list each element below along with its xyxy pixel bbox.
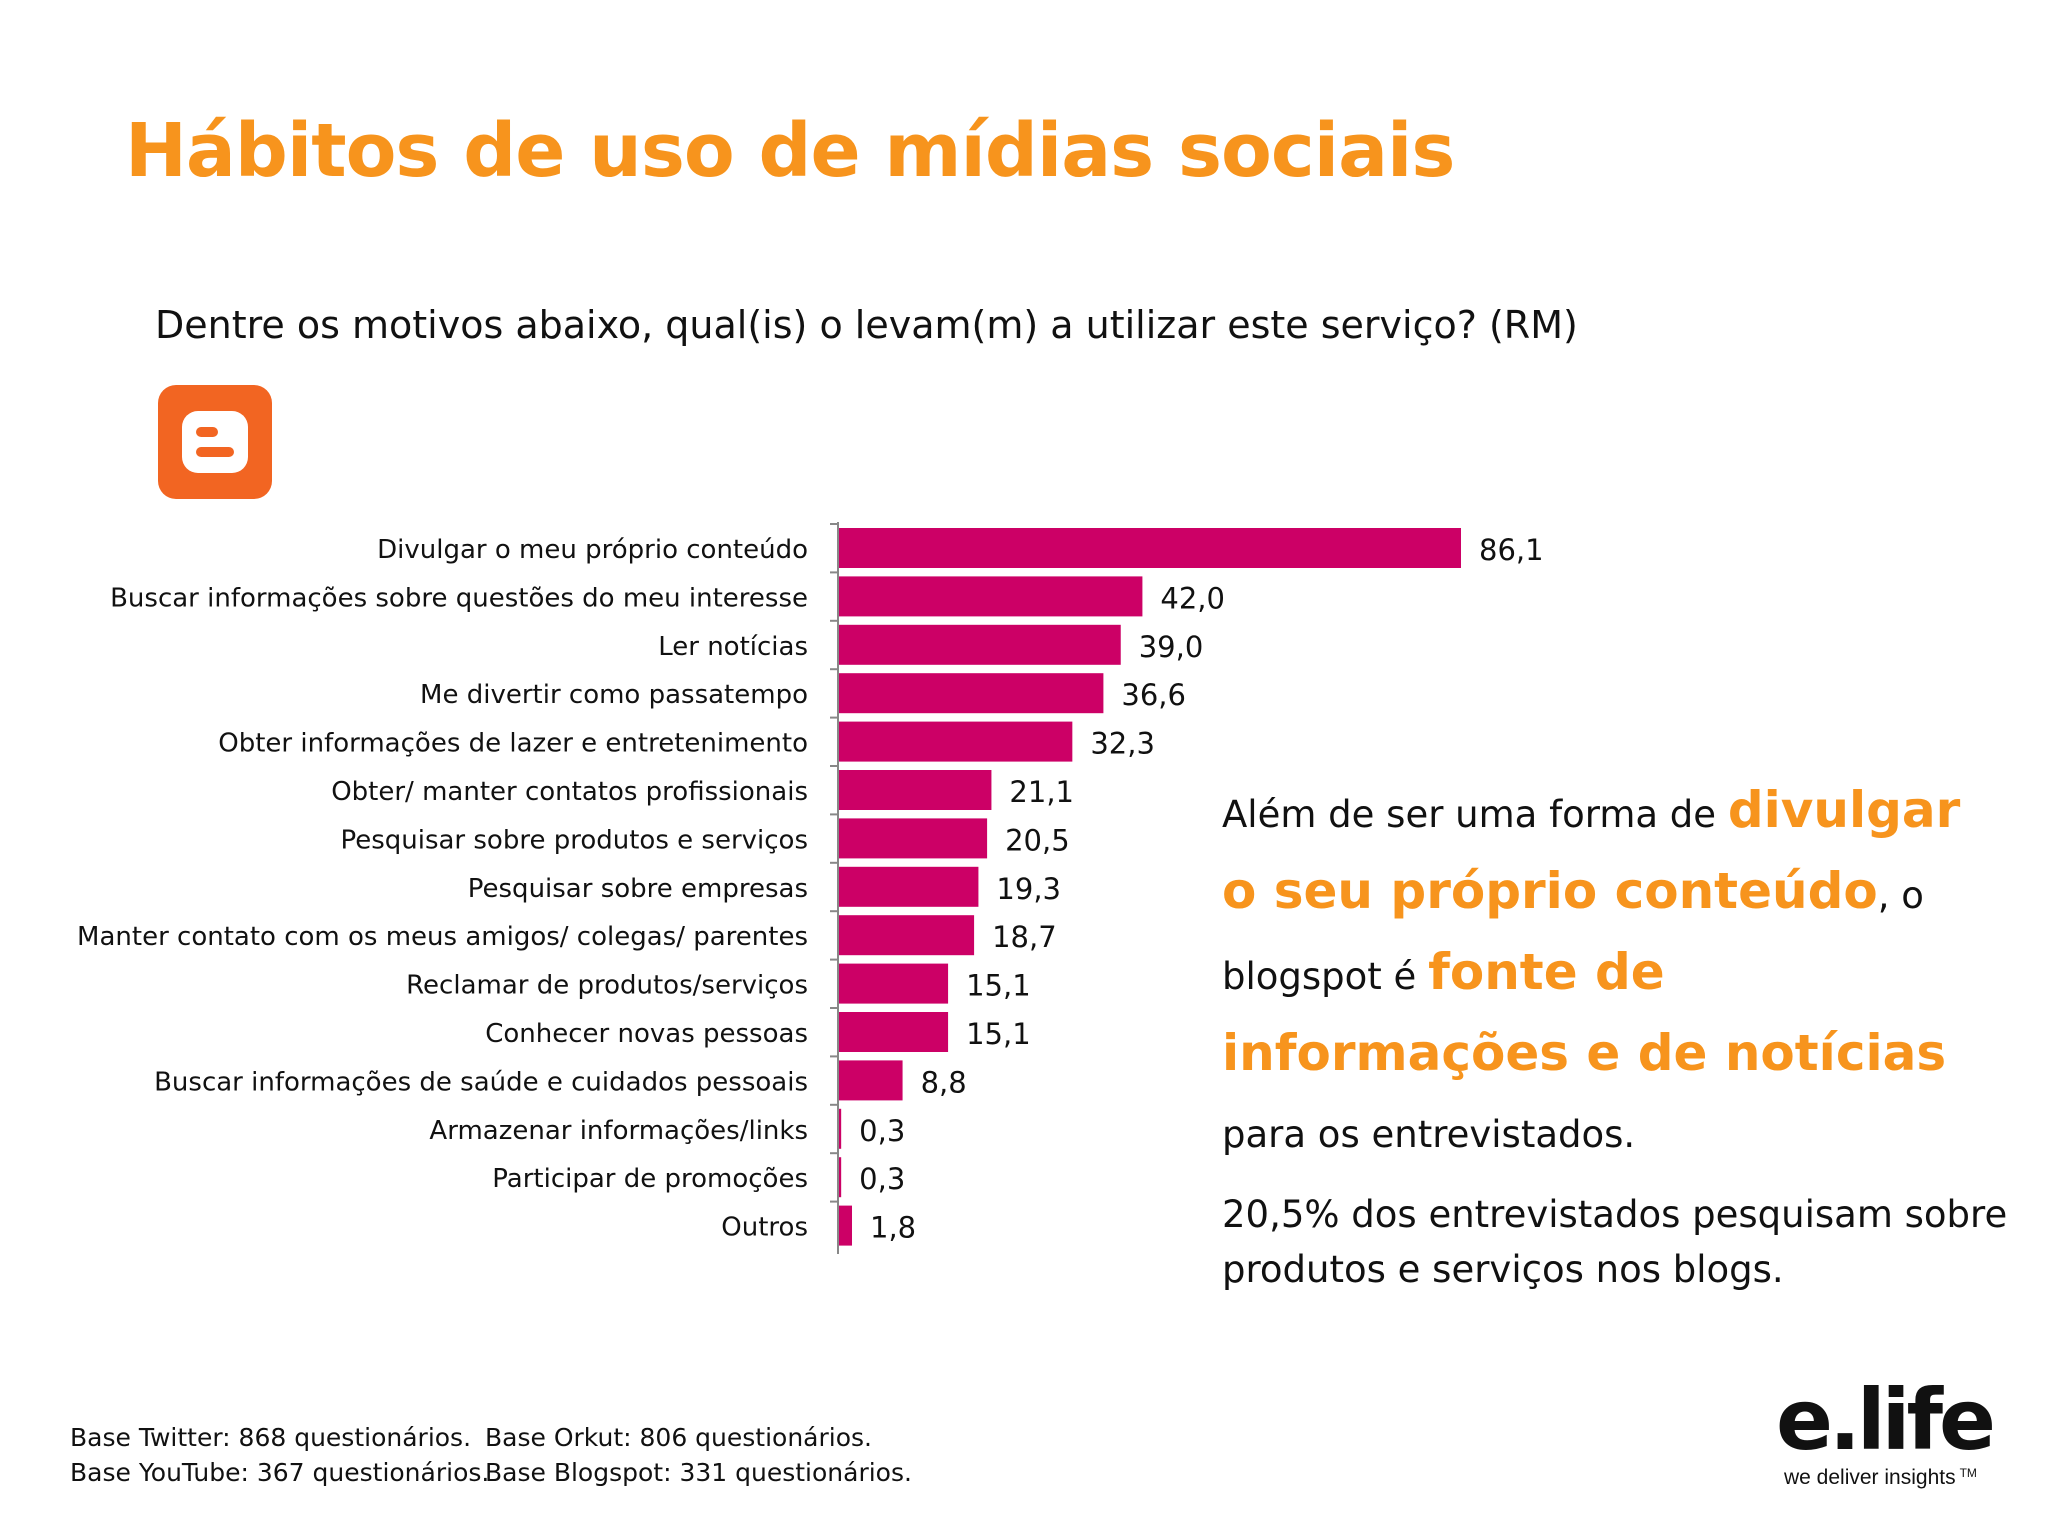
category-label: Outros [721, 1213, 808, 1243]
callout-paragraph-1: Além de ser uma forma de divulgar o seu … [1222, 772, 2012, 1173]
category-label: Manter contato com os meus amigos/ coleg… [77, 922, 808, 952]
page-title: Hábitos de uso de mídias sociais [125, 108, 1455, 194]
value-label: 86,1 [1479, 533, 1544, 567]
bar [839, 576, 1143, 617]
bar [839, 866, 979, 907]
bar [839, 915, 975, 956]
bar [839, 1060, 903, 1101]
brand-tagline: we deliver insights TM [1784, 1466, 2006, 1490]
value-label: 0,3 [859, 1162, 905, 1196]
bar [839, 528, 1461, 568]
category-label: Me divertir como passatempo [420, 680, 808, 710]
base-orkut: Base Orkut: 806 questionários. [485, 1423, 872, 1452]
brand-wordmark: e.life [1776, 1371, 1996, 1469]
base-youtube: Base YouTube: 367 questionários. [70, 1458, 490, 1487]
category-label: Divulgar o meu próprio conteúdo [377, 535, 808, 565]
bar [839, 624, 1121, 665]
bar [839, 1157, 842, 1198]
callout-text-b: , o blogspot é [1222, 874, 1924, 998]
category-label: Pesquisar sobre empresas [468, 874, 808, 904]
bar [839, 1012, 949, 1052]
callout-text-a: Além de ser uma forma de [1222, 793, 1728, 836]
category-label: Obter informações de lazer e entretenime… [218, 729, 808, 759]
footer-bases: Base Twitter: 868 questionários. Base Ork… [70, 1420, 912, 1490]
brand-tagline-text: we deliver insights [1784, 1466, 1956, 1489]
value-label: 21,1 [1009, 775, 1074, 809]
bar [839, 721, 1073, 762]
callout-text: Além de ser uma forma de divulgar o seu … [1222, 772, 2012, 1297]
value-label: 19,3 [996, 872, 1061, 906]
elife-logo: e.life we deliver insights TM [1776, 1378, 2006, 1508]
bar [839, 1205, 853, 1246]
category-label: Obter/ manter contatos profissionais [331, 777, 808, 807]
value-label: 36,6 [1121, 678, 1186, 712]
value-label: 15,1 [966, 1017, 1031, 1051]
callout-paragraph-2: 20,5% dos entrevistados pesquisam sobre … [1222, 1193, 2008, 1291]
callout-highlight-1: divulgar o seu próprio conteúdo [1222, 781, 1961, 920]
chart-bars: Divulgar o meu próprio conteúdo 86,1 Busca… [77, 522, 1544, 1254]
category-label: Conhecer novas pessoas [485, 1019, 808, 1049]
bar [839, 818, 988, 859]
brand-tm: TM [1959, 1466, 1977, 1480]
bar [839, 673, 1104, 714]
value-label: 8,8 [921, 1065, 967, 1099]
value-label: 0,3 [859, 1114, 905, 1148]
value-label: 42,0 [1160, 581, 1225, 615]
bar [839, 963, 949, 1004]
category-label: Armazenar informações/links [429, 1116, 808, 1146]
base-twitter: Base Twitter: 868 questionários. [70, 1423, 472, 1452]
callout-text-c: para os entrevistados. [1222, 1113, 1636, 1156]
value-label: 20,5 [1005, 823, 1070, 857]
category-label: Ler notícias [658, 632, 808, 662]
category-label: Buscar informações de saúde e cuidados p… [154, 1067, 808, 1097]
category-label: Reclamar de produtos/serviços [406, 971, 808, 1001]
category-label: Pesquisar sobre produtos e serviços [340, 825, 808, 855]
base-blogspot: Base Blogspot: 331 questionários. [485, 1458, 912, 1487]
callout-highlight-2: fonte de informações e de notícias [1222, 943, 1947, 1082]
survey-question: Dentre os motivos abaixo, qual(is) o lev… [155, 303, 1578, 347]
blogger-icon [158, 385, 272, 499]
value-label: 1,8 [870, 1211, 916, 1245]
value-label: 15,1 [966, 969, 1031, 1003]
value-label: 39,0 [1139, 630, 1204, 664]
category-label: Buscar informações sobre questões do meu… [110, 583, 808, 613]
value-label: 32,3 [1090, 727, 1155, 761]
bar [839, 1108, 842, 1149]
value-label: 18,7 [992, 920, 1057, 954]
bar [839, 770, 992, 810]
category-label: Participar de promoções [492, 1164, 808, 1194]
